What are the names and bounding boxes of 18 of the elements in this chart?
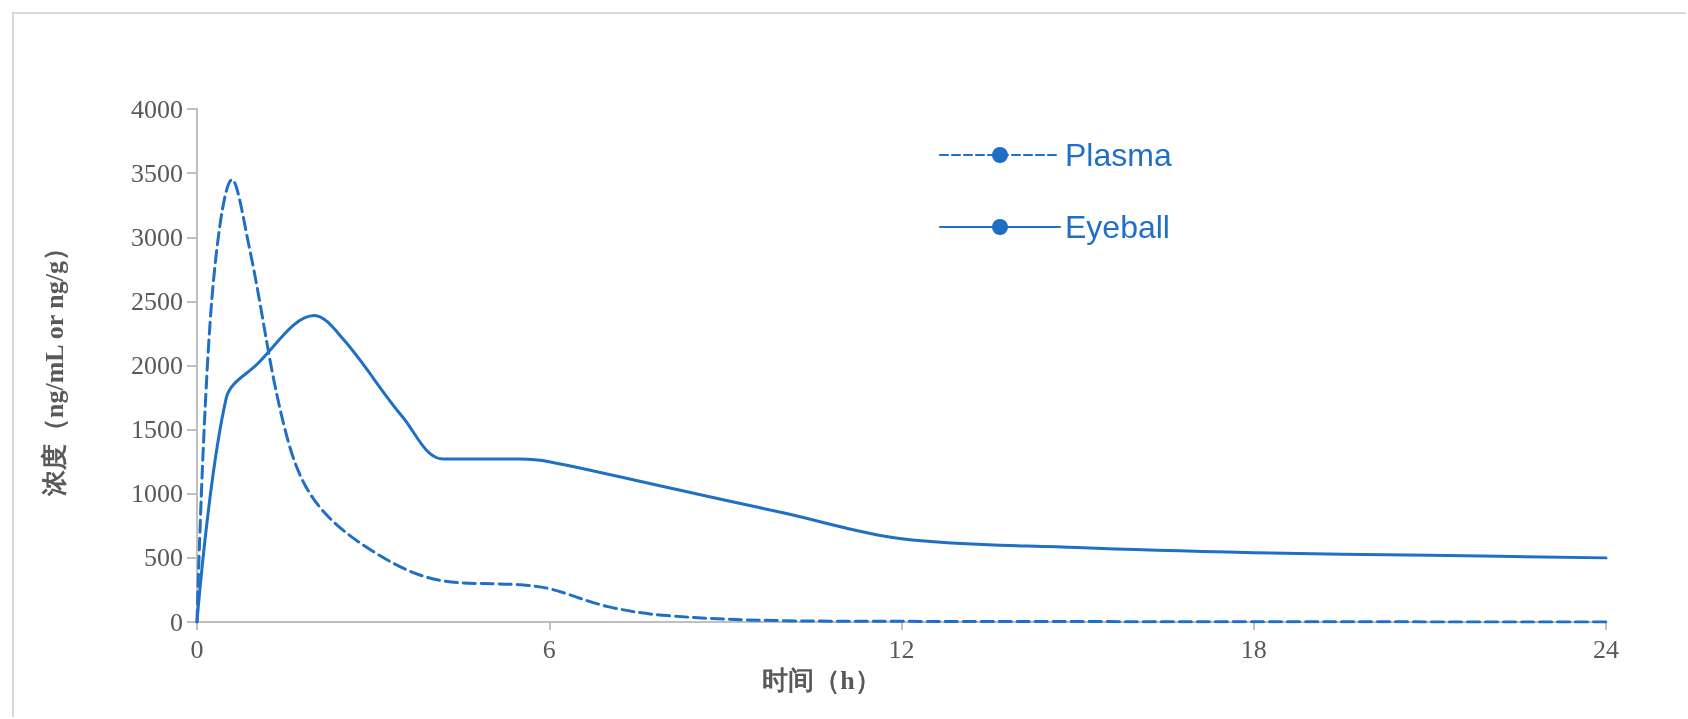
- x-tick-label: 6: [542, 634, 556, 664]
- y-tick-label: 2000: [131, 351, 183, 380]
- legend-label: Plasma: [1065, 137, 1172, 173]
- y-tick-label: 3000: [131, 222, 183, 252]
- y-tick-label: 0: [170, 607, 183, 637]
- x-tick-label: 18: [1240, 634, 1267, 664]
- y-tick-label: 2500: [131, 286, 183, 316]
- y-tick-label: 1000: [131, 479, 183, 509]
- x-axis-title: 时间（h）: [762, 665, 881, 695]
- legend-label: Eyeball: [1065, 209, 1170, 245]
- y-tick-label: 500: [144, 543, 183, 573]
- x-tick-label: 24: [1593, 634, 1619, 664]
- y-tick-label: 3500: [131, 158, 183, 188]
- y-axis-title: 浓度（ng/mL or ng/g）: [39, 234, 69, 498]
- x-tick-label: 12: [888, 634, 915, 664]
- y-tick-label: 1500: [131, 415, 183, 445]
- y-tick-label: 4000: [131, 94, 183, 124]
- x-tick-label: 0: [190, 634, 204, 664]
